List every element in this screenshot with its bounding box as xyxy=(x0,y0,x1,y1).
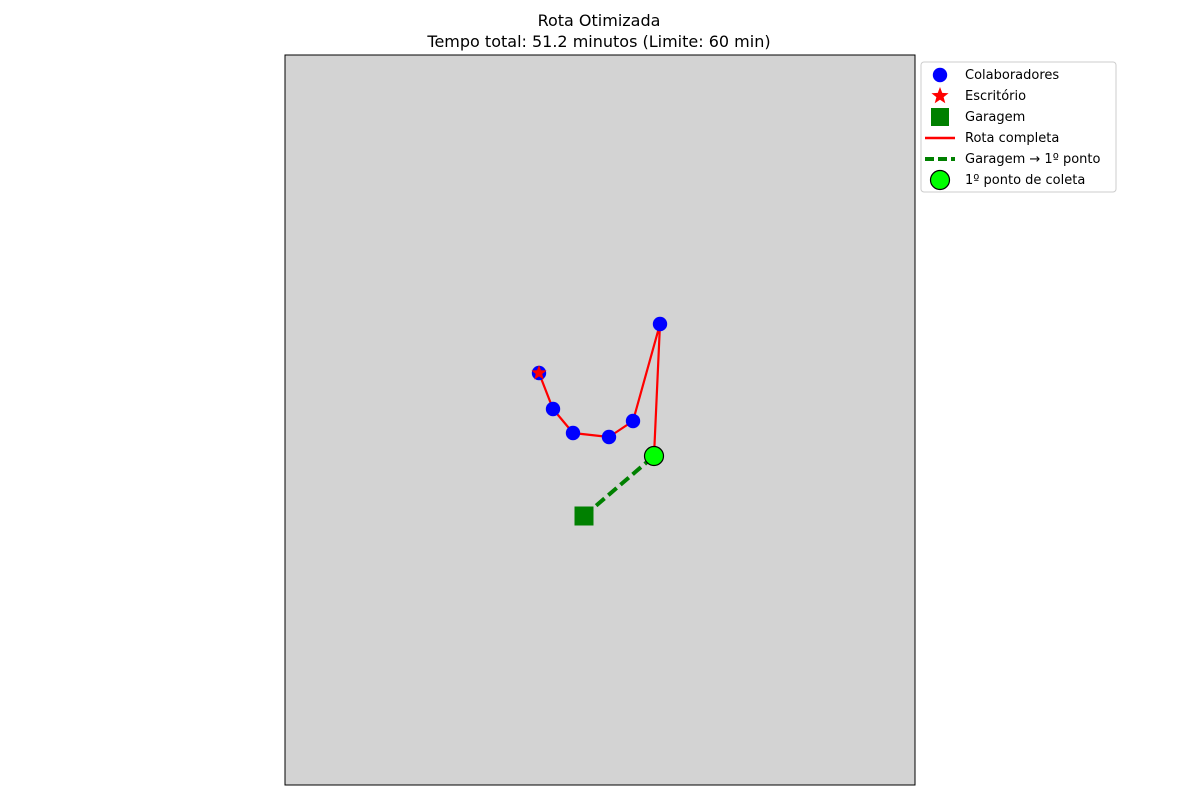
legend-frame xyxy=(920,61,1117,193)
legend-label-escritorio: Escritório xyxy=(965,89,1026,104)
colaborador-point-6 xyxy=(652,316,668,332)
colaborador-point-2 xyxy=(545,401,561,417)
chart-subtitle: Tempo total: 51.2 minutos (Limite: 60 mi… xyxy=(426,32,770,51)
first-pickup-point xyxy=(643,445,665,467)
legend-label-garagem: Garagem xyxy=(965,110,1025,125)
legend-marker-garagem xyxy=(931,108,949,126)
office-star xyxy=(531,365,547,380)
legend-marker-primeiro-ponto-coleta xyxy=(929,169,951,191)
legend-label-primeiro-ponto-coleta: 1º ponto de coleta xyxy=(965,173,1085,188)
legend-markers xyxy=(925,67,955,191)
legend-marker-colaboradores xyxy=(932,67,948,83)
plot-area xyxy=(284,54,916,786)
legend-label-garagem-primeiro-ponto: Garagem → 1º ponto xyxy=(965,152,1100,167)
legend-marker-escritorio xyxy=(931,87,949,104)
garage-square xyxy=(574,506,594,526)
colaborador-point-5 xyxy=(625,413,641,429)
plot-layer xyxy=(531,316,668,526)
legend: Colaboradores Escritório Garagem Rota co… xyxy=(920,61,1117,193)
chart-title: Rota Otimizada xyxy=(538,11,661,30)
legend-label-colaboradores: Colaboradores xyxy=(965,68,1059,83)
legend-label-rota-completa: Rota completa xyxy=(965,131,1059,146)
colaborador-point-4 xyxy=(601,429,617,445)
colaborador-point-3 xyxy=(565,425,581,441)
